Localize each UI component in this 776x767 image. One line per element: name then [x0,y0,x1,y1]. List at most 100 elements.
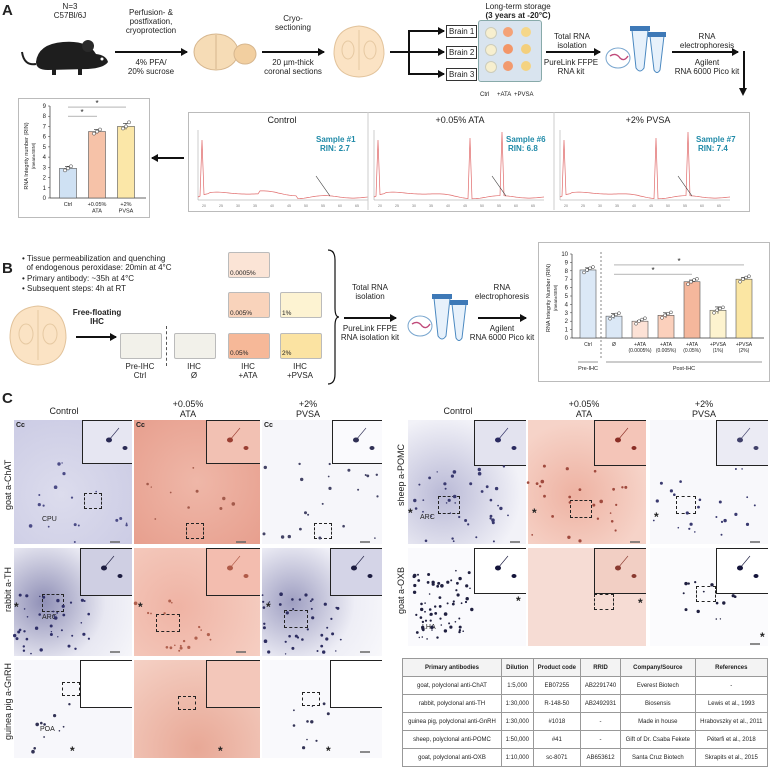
roi-pomc-pvsa [676,496,696,514]
chart-b-ytick-label: 1 [565,328,569,334]
step4-bottom: Agilent RNA 6000 Pico kit [674,58,740,77]
chart-b-point [718,306,722,311]
sample6-label: Sample #6 [506,135,546,144]
label-cc-pvsa: Cc [264,422,273,429]
label-poa: POA [40,726,55,733]
micro-th-pvsa: * [262,548,382,656]
chart-b-xtick-label: Ø [612,342,616,348]
roi-th-control [42,594,64,612]
chart-b-point [666,311,670,316]
trace-tick: 20 [202,204,206,208]
chart-b-ytick-label: 3 [565,311,569,317]
pvsa-conc-1: 1% [282,310,292,317]
dish-pvsa-1 [280,292,322,318]
star-gnrh-pvsa: * [326,744,331,758]
chart-b-ytick-label: 6 [565,286,569,292]
dish-label-null: IHC Ø [187,362,201,381]
sample7-rin: RIN: 7.4 [698,144,728,153]
chart-a-ylabel2: (mean±SEM) [31,142,36,169]
label-cpu: CPU [42,516,57,523]
trace-tick: 35 [429,204,433,208]
micro-gnrh-pvsa: * [262,660,382,758]
storage-line1: Long-term storage [485,2,551,11]
bracket-b [327,249,340,385]
antibody-table-cell: - [579,730,622,749]
plate-col-ata: +ATA [497,92,512,98]
trace-marker [677,175,693,197]
antibody-table-cell: #41 [532,730,582,749]
step2-bottom: 20 µm-thick coronal sections [264,58,322,77]
chart-b-point [637,319,641,323]
micro-pomc-pvsa: * [650,420,768,544]
antibody-table-cell: sc-8071 [532,748,582,767]
chart-b-point [686,282,690,286]
antibody-table-cell: Biosensis [620,694,696,713]
chart-b-group2-label: Post-IHC [673,366,695,372]
dish-pre-ihc [120,333,162,359]
chart-b-point [640,317,644,322]
roi-gnrh-control [62,682,80,696]
micro-chat-control: Cc CPU [14,420,132,544]
panel-a-letter: A [2,2,13,19]
dish-ata-3 [228,333,270,359]
trace-tick: 45 [649,204,653,208]
chart-a-point [66,166,70,171]
antibody-table-header-cell: Dilution [500,658,534,677]
trace-marker [491,175,507,197]
b-step4-bottom: Agilent RNA 6000 Pico kit [469,324,535,343]
chart-a-ytick-label: 9 [43,104,47,110]
step3-top: Total RNA isolation [553,32,590,51]
antibody-table-cell: AB653612 [579,748,622,767]
chart-b-bar [579,269,597,339]
roi-chat-control [84,493,102,509]
trace-tick: 25 [219,204,223,208]
arrow-a2 [262,48,325,55]
bullet-1: • Tissue permeabilization and quenching … [22,254,172,273]
chart-a-point [92,131,96,136]
dish-divider [166,326,167,366]
step3-bottom: PureLink FFPE RNA kit [543,58,599,77]
micro-gnrh-control: POA * [14,660,132,758]
micro-th-control: ARC * [14,548,132,656]
bullet-3: • Subsequent steps: 4h at RT [22,284,127,293]
plate-col-pvsa: +PVSA [514,92,534,98]
chart-b-rin: 0 1 2 3 4 5 6 7 8 9 10 RNA Integrity Number (RIN) (m… [546,252,764,372]
chart-b-xtick-label: +ATA (0.05%) [683,342,701,354]
star-th-control: * [14,600,19,614]
roi-chat-pvsa [314,523,332,539]
antibody-table-cell: Made in house [620,712,696,731]
chart-a-sig-star: * [95,99,98,108]
inset-gnrh-control [80,660,132,708]
antibody-table-cell: AB2492931 [579,694,622,713]
chart-b-point [747,274,751,279]
arrow-a4 [672,48,739,55]
chart-a-ytick-label: 0 [43,196,47,202]
antibody-table-cell: 1:5,000 [500,676,534,695]
c-head-right-control: Control [443,406,473,416]
antibody-table-cell: Santa Cruz Biotech [620,748,696,767]
dish-label-ata: IHC +ATA [238,362,258,381]
chart-a-xtick-label: Ctrl [64,202,73,208]
antibody-table-row: sheep, polyclonal anti-POMC 1:50,000 #41- G… [402,730,769,749]
roi-th-pvsa [284,610,308,628]
micro-pomc-control: ARC * [408,420,526,544]
label-lha: LHA [422,624,436,631]
antibody-table-cell: sheep, polyclonal anti-POMC [402,730,502,749]
label-arc: ARC [42,614,57,621]
mouse-n-label: N=3 [62,2,78,11]
antibody-table-cell: AB2291740 [579,676,622,695]
star-gnrh-control: * [70,744,75,758]
chart-b-ytick-label: 2 [565,319,569,325]
row-label-chat: goat a-ChAT [3,459,13,510]
well-plate [478,20,542,82]
dish-label-pre: Pre-IHC Ctrl [125,362,155,381]
chart-b-xtick-label: +ATA (0.005%) [656,342,677,354]
chart-a-bar [88,131,106,199]
chart-b-bar [683,281,701,339]
chart-a-ytick-label: 8 [43,114,47,120]
bullet-1-text: Tissue permeabilization and quenching of… [26,254,172,273]
arrow-a1 [115,48,188,55]
chart-b-ytick-label: 5 [565,294,569,300]
micro-gnrh-ata: * [134,660,260,758]
sample7-label: Sample #7 [696,135,736,144]
